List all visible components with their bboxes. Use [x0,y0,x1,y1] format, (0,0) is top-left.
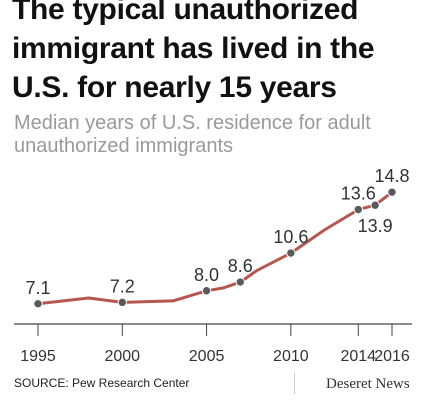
data-label: 10.6 [273,227,308,247]
data-point [387,187,397,197]
data-point [353,204,363,215]
chart-title: The typical unauthorized immigrant has l… [12,0,375,104]
data-point [117,297,127,308]
footer-divider [294,372,295,394]
data-label: 7.2 [110,276,135,296]
data-label: 7.1 [25,278,50,298]
data-point [286,248,296,258]
x-tick-label: 2014 [340,348,376,365]
chart-subtitle: Median years of U.S. residence for adult… [14,112,371,157]
brand-logo-text: Deseret News [326,376,410,392]
source-note: SOURCE: Pew Research Center [14,376,190,390]
data-label: 8.6 [228,256,253,276]
data-label: 8.0 [194,265,219,285]
data-point [33,299,43,309]
x-tick-label: 2010 [273,348,309,365]
series-line [36,190,394,306]
data-label: 13.9 [358,216,393,236]
x-tick-label: 2016 [374,348,410,365]
data-label: 13.6 [341,184,376,204]
x-tick-label: 1995 [20,348,56,365]
data-point [201,286,212,296]
data-label: 14.8 [374,166,409,186]
x-tick-label: 2000 [104,348,140,365]
data-point [235,277,245,287]
data-point [370,200,380,210]
x-tick-label: 2005 [189,348,225,365]
